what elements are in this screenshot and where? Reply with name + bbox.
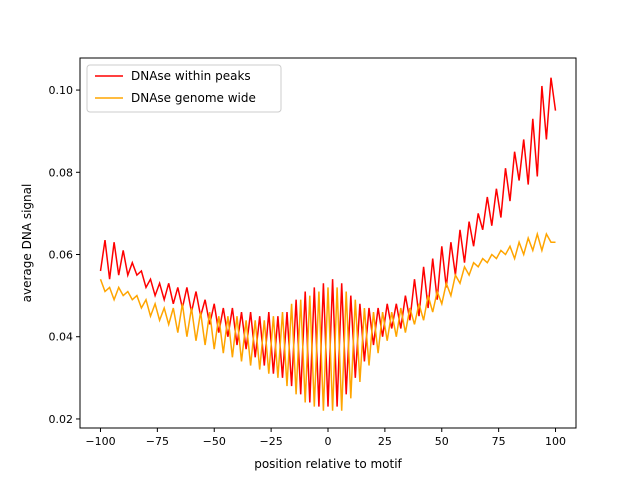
x-axis-label: position relative to motif bbox=[254, 457, 402, 471]
y-tick-label: 0.04 bbox=[49, 331, 74, 344]
x-tick-label: 100 bbox=[545, 435, 566, 448]
legend-label-within-peaks: DNAse within peaks bbox=[131, 69, 251, 83]
series-line-within-peaks bbox=[99, 77, 557, 407]
legend-box bbox=[86, 64, 282, 113]
y-tick-label: 0.10 bbox=[49, 84, 74, 97]
y-axis-label: average DNA signal bbox=[20, 184, 34, 303]
x-tick-label: 50 bbox=[435, 435, 449, 448]
x-tick-label: −75 bbox=[146, 435, 169, 448]
y-tick-label: 0.02 bbox=[49, 413, 74, 426]
y-tick-label: 0.06 bbox=[49, 249, 74, 262]
x-tick-label: −50 bbox=[203, 435, 226, 448]
x-tick-label: −25 bbox=[260, 435, 283, 448]
y-tick-label: 0.08 bbox=[49, 166, 74, 179]
x-tick-label: 25 bbox=[378, 435, 392, 448]
x-tick-label: 0 bbox=[325, 435, 332, 448]
x-tick-label: −100 bbox=[85, 435, 115, 448]
x-tick-label: 75 bbox=[492, 435, 506, 448]
legend: DNAse within peaks DNAse genome wide bbox=[86, 64, 282, 113]
axes-frame bbox=[79, 57, 577, 429]
legend-label-genome-wide: DNAse genome wide bbox=[131, 91, 256, 105]
series-line-genome-wide bbox=[99, 231, 556, 411]
